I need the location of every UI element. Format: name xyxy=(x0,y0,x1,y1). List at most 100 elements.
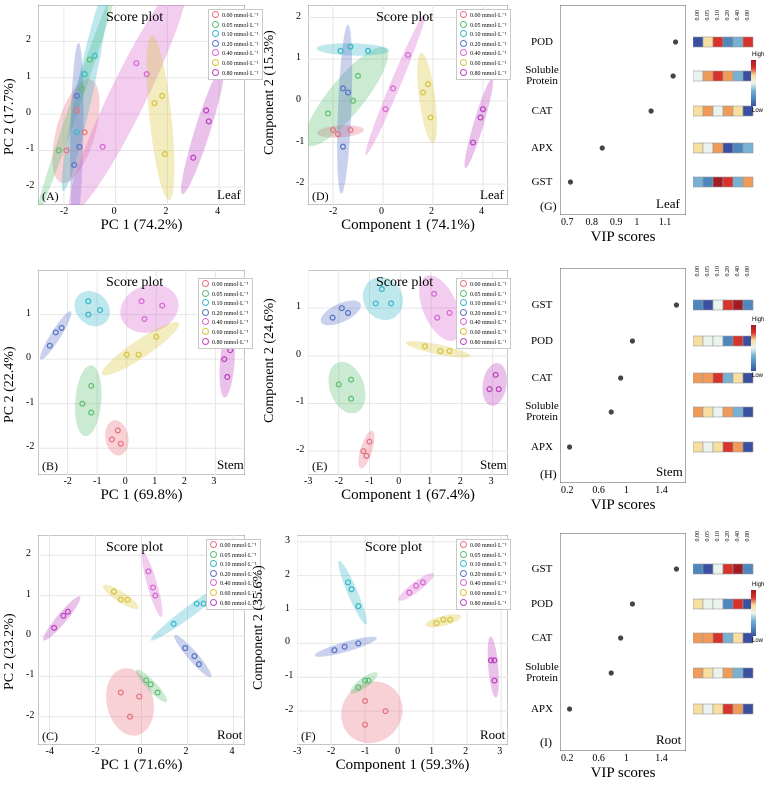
score-point xyxy=(97,307,104,314)
score-point xyxy=(347,43,354,50)
legend-marker-icon xyxy=(460,58,467,66)
heatmap-cell xyxy=(712,335,724,347)
score-point xyxy=(86,56,93,63)
legend-marker-icon xyxy=(460,280,467,287)
legend-label: 0.60 mmol·L⁻¹ xyxy=(470,329,507,336)
legend-item: 0.60 mmol·L⁻¹ xyxy=(212,58,259,69)
score-point xyxy=(117,689,124,696)
score-point xyxy=(433,620,440,627)
legend-item: 0.20 mmol·L⁻¹ xyxy=(460,39,507,50)
plot-title: Score plot xyxy=(106,540,164,555)
heatmap-cell xyxy=(712,105,724,117)
y-axis-label: Component 2 (35.6%) xyxy=(251,565,266,690)
score-point xyxy=(88,382,95,389)
heatmap-cell xyxy=(702,36,714,48)
y-tick-label: -2 xyxy=(285,704,294,716)
heatmap-cell xyxy=(742,105,754,117)
legend-item: 0.40 mmol·L⁻¹ xyxy=(460,579,507,589)
legend-item: 0.00 mmol·L⁻¹ xyxy=(210,541,257,551)
confidence-ellipse xyxy=(358,430,375,469)
legend-item: 0.00 mmol·L⁻¹ xyxy=(460,11,507,21)
x-tick-label: 2 xyxy=(163,206,169,217)
score-point xyxy=(126,713,134,720)
score-point xyxy=(79,400,86,407)
plot-title: Score plot xyxy=(365,540,423,555)
score-point xyxy=(434,314,441,321)
legend-label: 0.80 mmol·L⁻¹ xyxy=(470,70,507,77)
score-point xyxy=(378,286,385,293)
x-tick-label: 1 xyxy=(623,485,629,496)
heatmap-cell xyxy=(712,441,724,453)
score-point xyxy=(135,351,142,358)
score-point xyxy=(143,71,150,78)
legend-marker-icon xyxy=(460,30,467,38)
legend-marker-icon xyxy=(212,58,219,66)
legend-label: 0.40 mmol·L⁻¹ xyxy=(470,581,507,588)
x-tick-label: 1 xyxy=(623,753,629,764)
legend-item: 0.05 mmol·L⁻¹ xyxy=(460,20,507,31)
y-axis-label: PC 2 (17.7%) xyxy=(2,78,17,155)
score-point xyxy=(143,677,150,684)
score-point xyxy=(348,395,355,402)
y-tick-label: 0 xyxy=(26,628,31,640)
score-point xyxy=(344,89,352,96)
x-tick-label: 2 xyxy=(429,206,434,217)
legend-marker-icon xyxy=(460,20,467,28)
score-point xyxy=(108,436,115,443)
score-point xyxy=(495,386,502,393)
y-tick-label: 2 xyxy=(296,10,301,22)
panel-label: (A) xyxy=(42,189,59,203)
score-point xyxy=(73,92,80,99)
confidence-ellipse xyxy=(52,78,100,184)
vip-point xyxy=(673,566,680,572)
y-tick-label: 0 xyxy=(26,107,31,119)
legend-item: 0.60 mmol·L⁻¹ xyxy=(460,588,507,599)
x-tick-label: 3 xyxy=(211,476,217,487)
confidence-ellipse xyxy=(146,35,175,201)
score-point xyxy=(76,143,83,150)
score-point xyxy=(81,71,88,78)
score-point xyxy=(52,329,59,336)
score-point xyxy=(349,97,357,104)
score-point xyxy=(365,677,372,684)
legend-label: 0.40 mmol·L⁻¹ xyxy=(220,581,257,588)
colorbar-low-label: Low xyxy=(752,638,764,644)
heatmap-cell xyxy=(722,632,734,644)
confidence-ellipse xyxy=(181,65,225,195)
vip-variable-label: GST xyxy=(531,175,553,188)
score-point xyxy=(382,708,389,715)
score-point xyxy=(193,600,200,607)
legend-marker-icon xyxy=(202,289,209,297)
legend-marker-icon xyxy=(460,337,467,345)
score-point xyxy=(58,324,65,331)
legend-label: 0.00 mmol·L⁻¹ xyxy=(220,543,257,549)
legend-marker-icon xyxy=(210,569,217,577)
legend-item: 0.80 mmol·L⁻¹ xyxy=(460,337,507,348)
vip-heatmap xyxy=(693,299,754,453)
heatmap-cell xyxy=(702,105,714,117)
legend-item: 0.60 mmol·L⁻¹ xyxy=(460,58,507,69)
vip-variable-label: Soluble Protein xyxy=(525,64,559,87)
legend-label: 0.20 mmol·L⁻¹ xyxy=(470,571,507,578)
x-tick-label: 1 xyxy=(427,476,433,487)
legend-label: 0.20 mmol·L⁻¹ xyxy=(212,310,249,317)
x-tick-label: 0.2 xyxy=(561,753,574,764)
legend-label: 0.10 mmol·L⁻¹ xyxy=(212,301,249,308)
confidence-ellipse xyxy=(106,668,154,736)
legend-label: 0.05 mmol·L⁻¹ xyxy=(470,291,507,298)
y-tick-label: 0 xyxy=(296,348,301,360)
heatmap-cell xyxy=(712,299,724,311)
legend-item: 0.05 mmol·L⁻¹ xyxy=(460,289,507,300)
y-tick-label: 1 xyxy=(296,301,301,313)
confidence-ellipse xyxy=(464,77,494,169)
score-point xyxy=(344,579,352,586)
heatmap-cell xyxy=(693,406,704,418)
heatmap-cell xyxy=(702,176,714,188)
legend-label: 0.05 mmol·L⁻¹ xyxy=(212,291,249,298)
legend-item: 0.20 mmol·L⁻¹ xyxy=(202,308,249,319)
vip-point xyxy=(648,108,654,114)
x-tick-label: 4 xyxy=(479,206,484,217)
legend-item: 0.20 mmol·L⁻¹ xyxy=(212,39,259,50)
score-point xyxy=(335,381,342,388)
score-point xyxy=(431,290,438,297)
